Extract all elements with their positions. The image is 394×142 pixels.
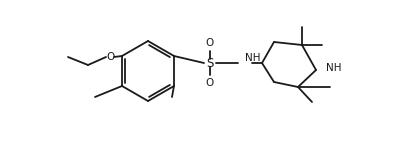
Text: NH: NH (245, 53, 260, 63)
Text: O: O (106, 52, 114, 62)
Text: O: O (206, 78, 214, 88)
Text: NH: NH (326, 63, 342, 73)
Text: S: S (206, 57, 214, 69)
Text: O: O (206, 38, 214, 48)
